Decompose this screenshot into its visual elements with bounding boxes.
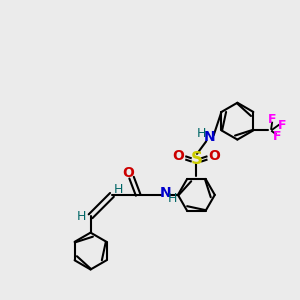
Text: H: H [114,183,123,196]
Text: S: S [190,150,202,168]
Text: F: F [278,118,286,131]
Text: N: N [204,130,215,144]
Text: O: O [123,166,134,180]
Text: N: N [159,186,171,200]
Text: O: O [208,149,220,163]
Text: H: H [168,192,177,205]
Text: H: H [77,210,86,224]
Text: F: F [268,112,276,126]
Text: F: F [273,130,281,143]
Text: H: H [197,127,206,140]
Text: O: O [172,149,184,163]
